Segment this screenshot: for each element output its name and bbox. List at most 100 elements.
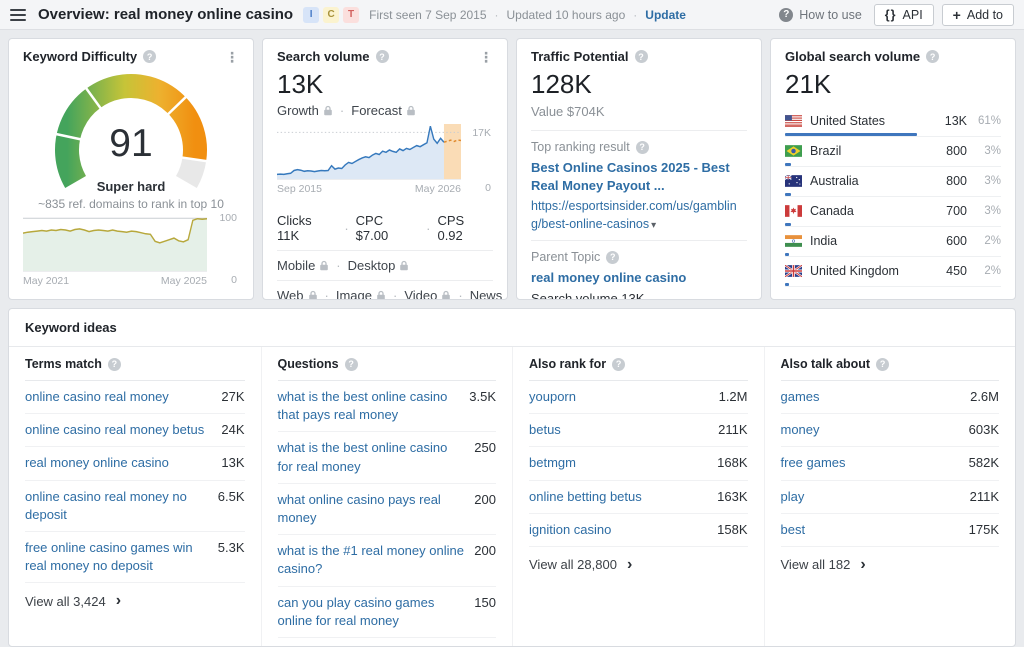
mobile-locked-toggle[interactable]: Mobile: [277, 258, 329, 273]
keyword-link[interactable]: games: [780, 389, 820, 404]
keyword-link[interactable]: what online casino pays real money: [277, 491, 441, 525]
keyword-link[interactable]: free games: [780, 455, 846, 471]
ideas-column-questions: Questions? what is the best online casino…: [260, 347, 513, 646]
y-axis-label: 17K: [472, 127, 491, 139]
tp-card-title: Traffic Potential: [531, 49, 629, 64]
api-button[interactable]: {} API: [873, 3, 934, 26]
desktop-locked-toggle[interactable]: Desktop: [348, 258, 410, 273]
badge-c[interactable]: C: [323, 6, 340, 23]
keyword-link[interactable]: play: [780, 488, 805, 504]
flag-gb-icon: [785, 264, 802, 277]
lock-icon: [308, 290, 317, 299]
top-result-url: https://esportsinsider.com/us/gambling/b…: [531, 199, 737, 231]
column-header: Terms match: [25, 357, 102, 371]
menu-icon[interactable]: [10, 8, 26, 21]
top-result-title-link[interactable]: Best Online Casinos 2025 - Best Real Mon…: [531, 160, 730, 194]
help-icon[interactable]: ?: [606, 250, 620, 264]
country-name[interactable]: India: [810, 233, 838, 248]
badge-i[interactable]: I: [303, 6, 320, 23]
view-all-link[interactable]: View all 3,424 ›: [25, 592, 122, 610]
keyword-row: what is the best online casino that pays…: [277, 381, 496, 433]
image-locked-toggle[interactable]: Image: [336, 288, 386, 299]
how-to-use-link[interactable]: ? How to use: [779, 7, 862, 22]
keyword-link[interactable]: ignition casino: [529, 521, 612, 537]
keyword-link[interactable]: best: [780, 521, 806, 537]
chevron-right-icon: ›: [860, 555, 866, 573]
kebab-menu-icon[interactable]: ⋮: [225, 48, 239, 65]
updated-text: Updated 10 hours ago: [506, 7, 626, 22]
help-icon[interactable]: ?: [107, 357, 121, 371]
lock-icon: [320, 260, 329, 271]
video-locked-toggle[interactable]: Video: [404, 288, 451, 299]
braces-icon: {}: [884, 7, 897, 22]
help-icon[interactable]: ?: [634, 50, 648, 63]
y-axis-zero-label: 0: [485, 182, 491, 194]
keyword-link[interactable]: can you play casino games online for rea…: [277, 594, 435, 628]
growth-locked-toggle[interactable]: Growth: [277, 103, 333, 118]
keyword-volume: 163K: [717, 488, 748, 504]
country-name[interactable]: Canada: [810, 203, 854, 218]
country-row-canada: Canada 700 3%: [785, 197, 1001, 227]
keyword-link[interactable]: free online casino games win real money …: [25, 539, 193, 574]
keyword-volume: 175K: [968, 521, 999, 537]
add-to-button[interactable]: + Add to: [941, 3, 1014, 26]
traffic-potential-card: Traffic Potential ? 128K Value $704K Top…: [516, 38, 762, 300]
keyword-link[interactable]: online casino real money no deposit: [25, 488, 187, 522]
update-link[interactable]: Update: [645, 7, 686, 22]
keyword-ideas-panel: Keyword ideas Terms match? online casino …: [8, 308, 1016, 647]
keyword-link[interactable]: online casino real money betus: [25, 422, 205, 438]
help-icon[interactable]: ?: [143, 50, 157, 63]
help-icon[interactable]: ?: [344, 357, 358, 371]
keyword-link[interactable]: online betting betus: [529, 488, 642, 504]
country-name[interactable]: United Kingdom: [810, 263, 899, 278]
help-icon[interactable]: ?: [876, 357, 890, 371]
plus-icon: +: [952, 6, 961, 23]
sv-metrics: Clicks 11K · CPC $7.00 · CPS 0.92: [277, 213, 493, 243]
keyword-volume: 3.5K: [469, 389, 496, 404]
help-icon[interactable]: ?: [375, 50, 389, 63]
kebab-menu-icon[interactable]: ⋮: [479, 48, 493, 65]
news-locked-toggle[interactable]: News: [470, 288, 507, 299]
next-page-icon[interactable]: ›: [819, 293, 825, 299]
keyword-row: what online casino pays real money 200: [277, 484, 496, 536]
metric-cards-row: Keyword Difficulty ? ⋮ 91 Super hard ~83…: [0, 30, 1024, 308]
badge-t[interactable]: T: [343, 6, 360, 23]
parent-topic-link[interactable]: real money online casino: [531, 270, 687, 286]
prev-page-icon[interactable]: ‹: [787, 293, 793, 299]
keyword-link[interactable]: real money online casino: [25, 455, 169, 471]
keyword-link[interactable]: what is the #1 real money online casino?: [277, 543, 464, 577]
forecast-locked-toggle[interactable]: Forecast: [351, 103, 416, 118]
keyword-ideas-columns: Terms match? online casino real money 27K o…: [9, 347, 1015, 646]
keyword-link[interactable]: youporn: [529, 389, 576, 404]
top-result-url-link[interactable]: https://esportsinsider.com/us/gambling/b…: [531, 198, 747, 233]
web-locked-toggle[interactable]: Web: [277, 288, 318, 299]
x-axis-start-label: May 2021: [23, 275, 70, 287]
help-icon[interactable]: ?: [612, 357, 626, 371]
country-name[interactable]: United States: [810, 113, 886, 128]
global-search-volume-card: Global search volume ? 21K United States…: [770, 38, 1016, 300]
help-icon[interactable]: ?: [635, 140, 649, 154]
country-name[interactable]: Australia: [810, 173, 859, 188]
country-row-united-kingdom: United Kingdom 450 2%: [785, 257, 1001, 287]
api-button-label: API: [902, 7, 923, 22]
keyword-link[interactable]: betmgm: [529, 455, 576, 471]
keyword-link[interactable]: what is the best online casino for real …: [277, 440, 448, 474]
dot-separator: ·: [426, 220, 431, 236]
divider: [277, 250, 493, 251]
country-name[interactable]: Brazil: [810, 143, 842, 158]
global-search-volume-value: 21K: [785, 69, 832, 99]
keyword-link[interactable]: online casino real money: [25, 389, 169, 404]
view-all-link[interactable]: View all 28,800 ›: [529, 555, 633, 573]
keyword-volume: 211K: [718, 422, 748, 438]
chevron-right-icon: ›: [626, 555, 633, 573]
help-icon[interactable]: ?: [926, 50, 940, 63]
keyword-link[interactable]: what is the best online casino that pays…: [277, 389, 448, 423]
keyword-link[interactable]: money: [780, 422, 820, 438]
keyword-link[interactable]: betus: [529, 422, 561, 438]
keyword-row: real money online casino 13K: [25, 447, 245, 481]
flag-au-icon: [785, 174, 802, 187]
dot-separator: ·: [392, 288, 398, 300]
keyword-volume: 200: [474, 491, 496, 507]
view-all-link[interactable]: View all 182 ›: [780, 555, 866, 573]
flag-br-icon: [785, 144, 802, 157]
